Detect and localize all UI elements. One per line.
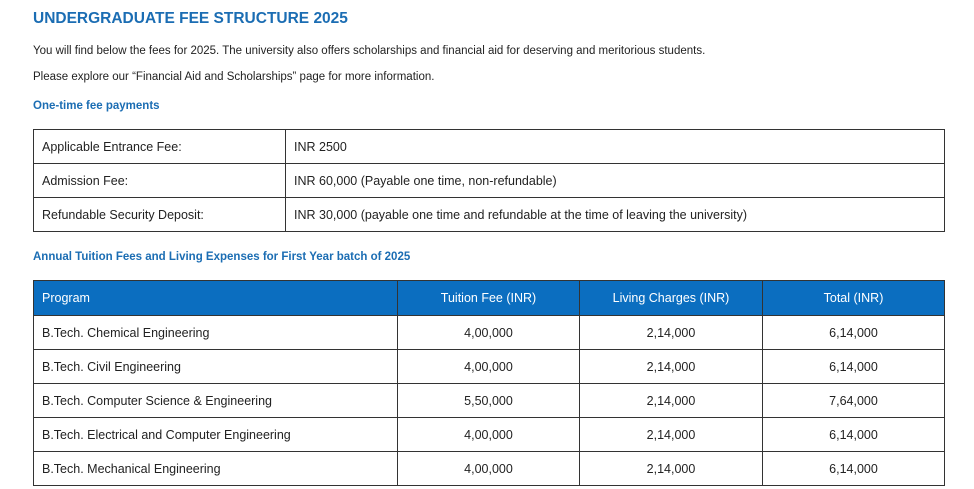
fee-amount: 6,14,000 <box>762 315 945 350</box>
table-row: Applicable Entrance Fee: INR 2500 <box>33 129 945 164</box>
intro-text: Please explore our “Financial Aid and Sc… <box>33 71 435 83</box>
section-heading: One-time fee payments <box>33 100 160 112</box>
fee-amount: 6,14,000 <box>762 349 945 384</box>
fee-amount: 7,64,000 <box>762 383 945 418</box>
fee-amount: 2,14,000 <box>579 383 763 418</box>
fee-amount: 6,14,000 <box>762 417 945 452</box>
fee-label: Refundable Security Deposit: <box>33 197 286 232</box>
fee-amount: 5,50,000 <box>397 383 580 418</box>
fee-value: INR 30,000 (payable one time and refunda… <box>285 197 945 232</box>
fee-amount: 4,00,000 <box>397 451 580 486</box>
fee-amount: 4,00,000 <box>397 417 580 452</box>
column-header: Living Charges (INR) <box>579 280 763 316</box>
annual-fee-table: Program Tuition Fee (INR) Living Charges (… <box>33 280 945 486</box>
fee-value: INR 2500 <box>285 129 945 164</box>
table-row: B.Tech. Computer Science & Engineering 5,… <box>33 383 945 418</box>
program-name: B.Tech. Computer Science & Engineering <box>33 383 398 418</box>
table-row: B.Tech. Mechanical Engineering 4,00,000 2,… <box>33 451 945 486</box>
intro-text: You will find below the fees for 2025. T… <box>33 45 706 57</box>
program-name: B.Tech. Electrical and Computer Engineer… <box>33 417 398 452</box>
program-name: B.Tech. Mechanical Engineering <box>33 451 398 486</box>
fee-amount: 6,14,000 <box>762 451 945 486</box>
table-row: B.Tech. Civil Engineering 4,00,000 2,14,00… <box>33 349 945 384</box>
one-time-fee-table: Applicable Entrance Fee: INR 2500 Admissio… <box>33 129 945 232</box>
page-title: UNDERGRADUATE FEE STRUCTURE 2025 <box>33 10 348 27</box>
fee-amount: 2,14,000 <box>579 417 763 452</box>
fee-label: Admission Fee: <box>33 163 286 198</box>
table-row: B.Tech. Electrical and Computer Engineer… <box>33 417 945 452</box>
table-row: Refundable Security Deposit: INR 30,000 (… <box>33 197 945 232</box>
program-name: B.Tech. Chemical Engineering <box>33 315 398 350</box>
fee-label: Applicable Entrance Fee: <box>33 129 286 164</box>
table-row: Admission Fee: INR 60,000 (Payable one ti… <box>33 163 945 198</box>
fee-amount: 2,14,000 <box>579 451 763 486</box>
column-header: Tuition Fee (INR) <box>397 280 580 316</box>
fee-amount: 2,14,000 <box>579 349 763 384</box>
section-heading: Annual Tuition Fees and Living Expenses … <box>33 251 411 263</box>
fee-amount: 2,14,000 <box>579 315 763 350</box>
table-row: B.Tech. Chemical Engineering 4,00,000 2,14… <box>33 315 945 350</box>
program-name: B.Tech. Civil Engineering <box>33 349 398 384</box>
fee-amount: 4,00,000 <box>397 315 580 350</box>
column-header: Total (INR) <box>762 280 945 316</box>
column-header: Program <box>33 280 398 316</box>
fee-value: INR 60,000 (Payable one time, non-refund… <box>285 163 945 198</box>
fee-amount: 4,00,000 <box>397 349 580 384</box>
